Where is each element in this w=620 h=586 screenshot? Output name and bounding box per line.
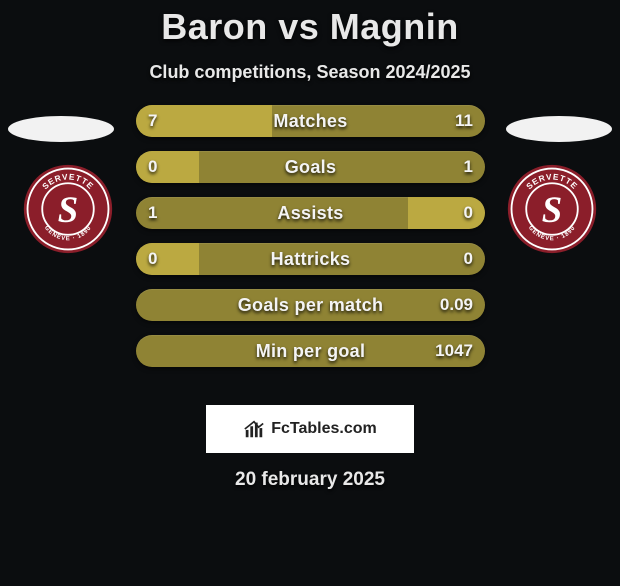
page-title: Baron vs Magnin (0, 6, 620, 48)
svg-text:S: S (58, 189, 78, 230)
stat-label: Matches (136, 105, 485, 137)
stat-label: Goals per match (136, 289, 485, 321)
subtitle: Club competitions, Season 2024/2025 (0, 62, 620, 83)
stat-bars: 711Matches 01Goals 10Assists 00Hattricks 0.0… (136, 105, 485, 381)
club-badge-right: SERVETTE GENEVE · 1890 S (506, 163, 598, 255)
attribution-badge: FcTables.com (206, 405, 414, 453)
svg-text:S: S (542, 189, 562, 230)
stat-label: Min per goal (136, 335, 485, 367)
stat-row: 711Matches (136, 105, 485, 137)
stat-label: Goals (136, 151, 485, 183)
stat-row: 10Assists (136, 197, 485, 229)
date-label: 20 february 2025 (0, 469, 620, 491)
stat-label: Assists (136, 197, 485, 229)
player-portrait-left (8, 116, 114, 142)
stat-label: Hattricks (136, 243, 485, 275)
comparison-area: SERVETTE GENEVE · 1890 S SERVETTE GENEVE… (0, 105, 620, 405)
attribution-text: FcTables.com (271, 420, 377, 438)
stat-row: 1047Min per goal (136, 335, 485, 367)
club-badge-left: SERVETTE GENEVE · 1890 S (22, 163, 114, 255)
stat-row: 00Hattricks (136, 243, 485, 275)
chart-icon (243, 418, 265, 440)
stat-row: 01Goals (136, 151, 485, 183)
player-portrait-right (506, 116, 612, 142)
stat-row: 0.09Goals per match (136, 289, 485, 321)
